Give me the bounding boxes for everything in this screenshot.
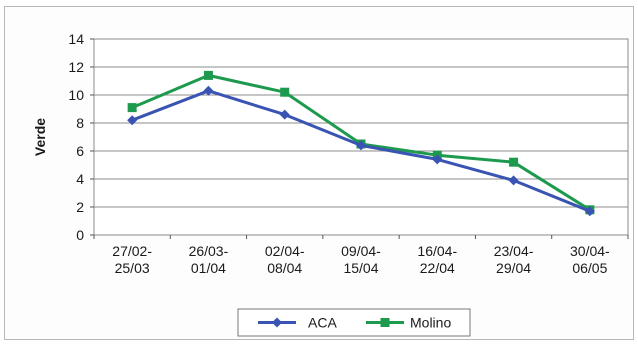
data-point-aca xyxy=(279,109,290,120)
x-tick-label-line: 26/03- xyxy=(189,243,229,259)
data-point-aca xyxy=(127,115,138,126)
x-tick-label-line: 15/04 xyxy=(343,260,378,276)
y-tick-label: 0 xyxy=(76,227,84,243)
data-point-molino xyxy=(203,70,213,80)
plot-area xyxy=(93,38,629,236)
legend-label-molino: Molino xyxy=(410,315,451,331)
x-tick-label-line: 27/02- xyxy=(112,243,152,259)
x-tick-label-line: 22/04 xyxy=(420,260,455,276)
y-tick-label: 2 xyxy=(76,199,84,215)
x-tick-label-line: 29/04 xyxy=(496,260,531,276)
legend-label-aca: ACA xyxy=(308,315,337,331)
y-tick-label: 6 xyxy=(76,143,84,159)
data-point-aca xyxy=(203,85,214,96)
data-point-molino xyxy=(127,103,137,113)
y-axis-label: Verde xyxy=(32,118,48,156)
legend-marker-molino xyxy=(380,318,390,327)
x-tick-label-line: 23/04- xyxy=(494,243,534,259)
data-point-molino xyxy=(280,87,290,97)
x-tick-label-line: 02/04- xyxy=(265,243,305,259)
x-tick-label: 27/02-25/03 xyxy=(112,243,152,276)
x-tick-label-line: 25/03 xyxy=(115,260,150,276)
x-tick-label-line: 06/05 xyxy=(572,260,607,276)
legend-marker-aca xyxy=(272,317,282,328)
x-tick-label: 30/04-06/05 xyxy=(570,243,610,276)
x-tick-label: 16/04-22/04 xyxy=(417,243,457,276)
y-tick-label: 14 xyxy=(68,31,84,47)
x-tick-label-line: 08/04 xyxy=(267,260,302,276)
x-tick-label: 02/04-08/04 xyxy=(265,243,305,276)
x-tick-label-line: 30/04- xyxy=(570,243,610,259)
data-point-aca xyxy=(508,175,519,186)
x-tick-label: 23/04-29/04 xyxy=(494,243,534,276)
x-tick-label: 26/03-01/04 xyxy=(189,243,229,276)
x-tick-label-line: 16/04- xyxy=(417,243,457,259)
data-point-aca xyxy=(356,140,366,151)
x-tick-label-line: 01/04 xyxy=(191,260,226,276)
y-tick-label: 4 xyxy=(76,171,84,187)
data-point-aca xyxy=(432,154,443,165)
x-tick-label-line: 09/04- xyxy=(341,243,381,259)
x-tick-label: 09/04-15/04 xyxy=(341,243,381,276)
y-tick-label: 12 xyxy=(68,59,84,75)
y-tick-label: 10 xyxy=(68,87,84,103)
data-point-aca xyxy=(584,206,595,217)
y-tick-label: 8 xyxy=(76,115,84,131)
data-point-molino xyxy=(509,157,519,167)
